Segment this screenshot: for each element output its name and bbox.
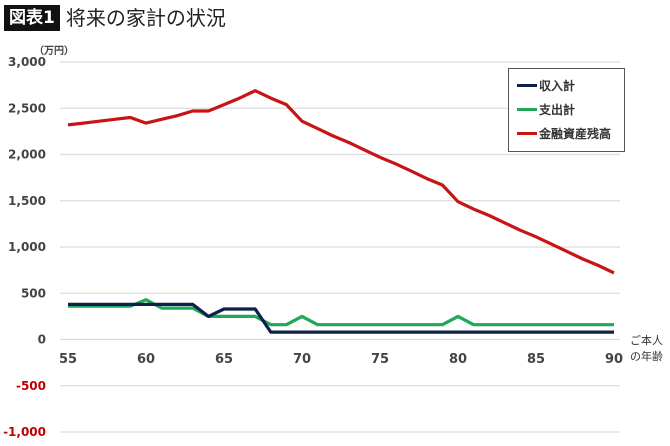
x-tick-label: 55: [59, 352, 77, 367]
legend-item-income: 収入計: [517, 77, 575, 93]
legend-swatch-assets: [517, 131, 537, 135]
y-tick-label: -1,000: [3, 425, 46, 439]
expense-line: [68, 298, 614, 327]
x-axis-label-line2: の年齢: [630, 349, 663, 363]
y-axis-unit-label: （万円）: [34, 46, 74, 57]
x-tick-label: 60: [137, 352, 155, 367]
chart-title: 将来の家計の状況: [65, 6, 226, 30]
y-tick-label: 0: [38, 333, 46, 347]
legend-label-assets: 金融資産残高: [539, 126, 612, 141]
chart-legend: 収入計 支出計 金融資産残高: [508, 68, 625, 152]
x-tick-label: 65: [215, 352, 233, 367]
income-line: [68, 302, 614, 334]
y-tick-label: 500: [21, 286, 46, 300]
y-tick-label: 2,000: [8, 148, 46, 162]
assets-line: [67, 89, 615, 275]
legend-label-expense: 支出計: [539, 102, 576, 117]
x-tick-label: 75: [371, 352, 389, 367]
y-tick-label: 1,000: [8, 240, 46, 254]
figure-number-badge: 図表1: [4, 5, 60, 31]
x-axis-label-line1: ご本人: [630, 333, 663, 347]
chart-title-row: 図表1 将来の家計の状況: [4, 4, 226, 32]
legend-item-assets: 金融資産残高: [517, 125, 611, 141]
y-tick-label: 2,500: [8, 101, 46, 115]
x-tick-label: 85: [527, 352, 545, 367]
legend-swatch-income: [517, 83, 537, 87]
y-tick-label: 3,000: [8, 55, 46, 69]
x-tick-label: 90: [605, 352, 623, 367]
y-tick-label: 1,500: [8, 194, 46, 208]
y-tick-label: -500: [16, 379, 46, 393]
legend-label-income: 収入計: [539, 78, 576, 93]
legend-item-expense: 支出計: [517, 101, 575, 117]
legend-swatch-expense: [517, 107, 537, 111]
x-tick-label: 80: [449, 352, 467, 367]
x-tick-label: 70: [293, 352, 311, 367]
